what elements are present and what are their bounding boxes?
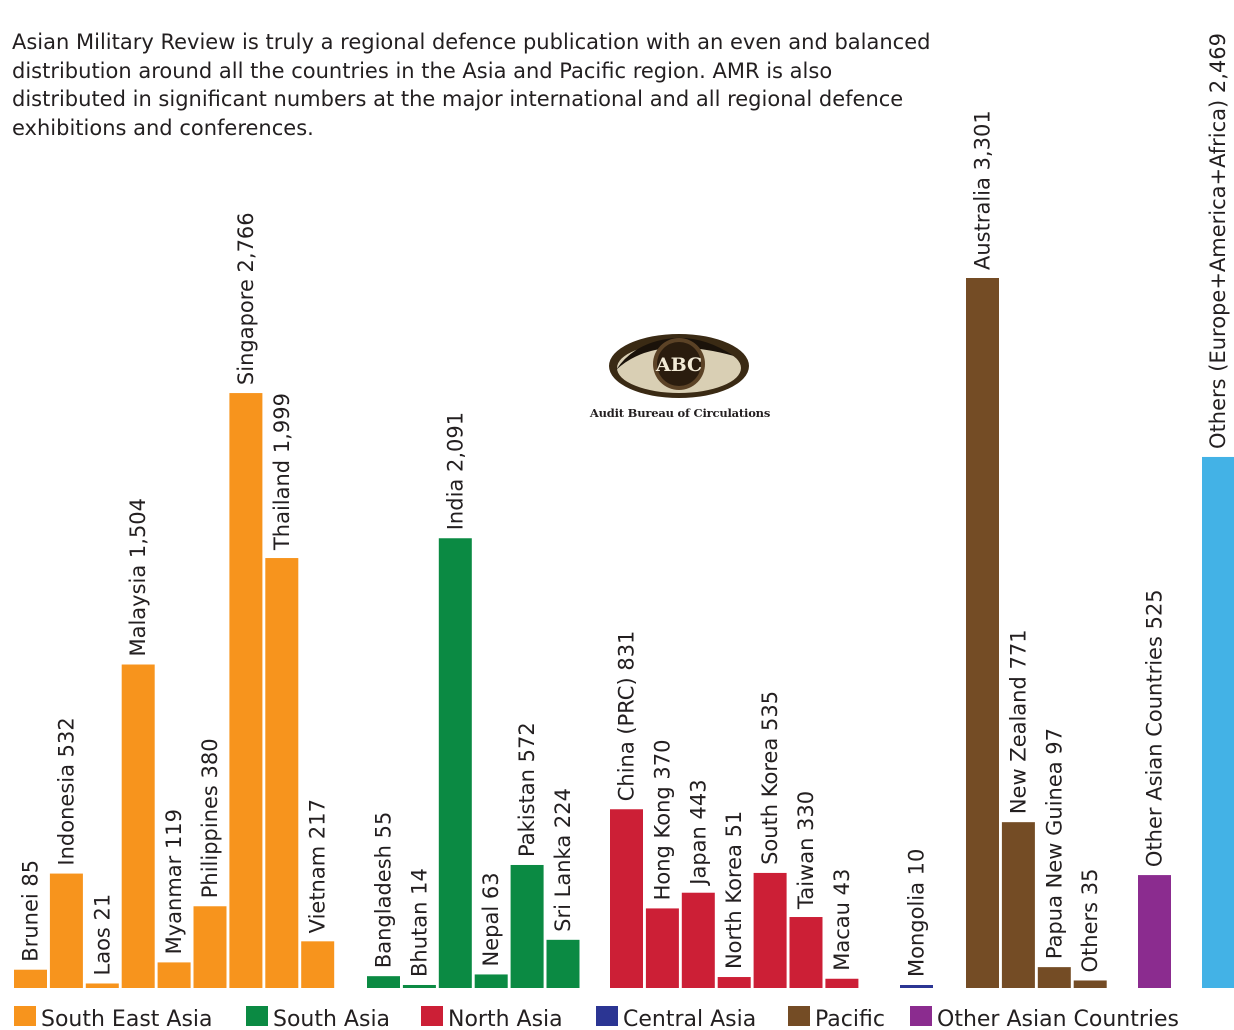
bars-layer bbox=[14, 278, 1234, 989]
bar-label-4-0: Australia 3,301 bbox=[971, 110, 995, 270]
bar-malaysia-0-3 bbox=[121, 664, 155, 988]
bar-mongolia-3-0 bbox=[900, 985, 933, 988]
bar-label-0-4: Myanmar 119 bbox=[162, 809, 186, 954]
legend: South East Asia South Asia North Asia Centr… bbox=[14, 1006, 1179, 1030]
bar-others-4-3 bbox=[1073, 980, 1107, 988]
bar-taiwan-2-5 bbox=[789, 917, 823, 988]
bar-other-5-0 bbox=[1138, 875, 1171, 988]
bar-labels-layer: Brunei 85 Indonesia 532 Laos 21 Malaysia 1,… bbox=[19, 33, 1231, 977]
bar-brunei-0-0 bbox=[14, 969, 47, 988]
bar-china-2-0 bbox=[610, 809, 643, 988]
bar-label-2-3: North Korea 51 bbox=[722, 811, 746, 969]
bar-australia-4-0 bbox=[966, 278, 999, 988]
bar-india-1-2 bbox=[438, 538, 472, 988]
bar-indonesia-0-1 bbox=[49, 873, 83, 988]
abc-logo-icon: ABC bbox=[609, 334, 749, 398]
bar-label-0-2: Laos 21 bbox=[90, 894, 114, 976]
bar-new-4-1 bbox=[1001, 822, 1035, 988]
bar-label-1-3: Nepal 63 bbox=[479, 872, 503, 966]
legend-label-1: South Asia bbox=[273, 1007, 390, 1030]
bar-bangladesh-1-0 bbox=[367, 976, 400, 988]
bar-others-6-0 bbox=[1202, 456, 1234, 988]
legend-swatch-1 bbox=[246, 1006, 268, 1026]
bar-label-4-2: Papua New Guinea 97 bbox=[1042, 728, 1066, 959]
legend-label-2: North Asia bbox=[448, 1007, 563, 1030]
bar-label-2-1: Hong Kong 370 bbox=[650, 739, 674, 900]
bar-label-0-1: Indonesia 532 bbox=[54, 717, 78, 865]
bar-label-1-2: India 2,091 bbox=[443, 412, 467, 530]
abc-logo-mark: ABC bbox=[655, 354, 702, 376]
bar-macau-2-6 bbox=[825, 978, 859, 988]
abc-logo-caption: Audit Bureau of Circulations bbox=[589, 406, 771, 420]
bar-label-1-4: Pakistan 572 bbox=[515, 722, 539, 857]
bar-singapore-0-6 bbox=[229, 393, 263, 989]
bar-label-2-2: Japan 443 bbox=[686, 779, 710, 886]
bar-label-0-5: Philippines 380 bbox=[198, 738, 222, 898]
bar-nepal-1-3 bbox=[474, 974, 508, 988]
legend-swatch-4 bbox=[788, 1006, 810, 1026]
bar-label-0-6: Singapore 2,766 bbox=[234, 212, 258, 385]
bar-philippines-0-5 bbox=[193, 906, 227, 988]
bar-japan-2-2 bbox=[681, 892, 715, 988]
bar-label-2-0: China (PRC) 831 bbox=[615, 631, 639, 802]
bar-label-2-5: Taiwan 330 bbox=[794, 791, 818, 910]
bar-laos-0-2 bbox=[85, 983, 119, 988]
legend-swatch-5 bbox=[910, 1006, 932, 1026]
legend-label-4: Pacific bbox=[815, 1007, 885, 1030]
bar-vietnam-0-8 bbox=[301, 941, 335, 988]
bar-pakistan-1-4 bbox=[510, 864, 544, 988]
bar-label-2-6: Macau 43 bbox=[830, 869, 854, 971]
intro-paragraph: Asian Military Review is truly a regiona… bbox=[12, 30, 931, 140]
bar-thailand-0-7 bbox=[265, 558, 299, 988]
bar-label-0-7: Thailand 1,999 bbox=[270, 393, 294, 551]
bar-label-0-3: Malaysia 1,504 bbox=[126, 498, 150, 657]
bar-label-5-0: Other Asian Countries 525 bbox=[1143, 589, 1167, 867]
bar-label-1-5: Sri Lanka 224 bbox=[551, 788, 575, 932]
bar-bhutan-1-1 bbox=[402, 984, 436, 988]
legend-swatch-2 bbox=[421, 1006, 443, 1026]
legend-swatch-0 bbox=[14, 1006, 36, 1026]
bar-label-6-0: Others (Europe+America+Africa) 2,469 bbox=[1206, 33, 1230, 449]
bar-label-0-8: Vietnam 217 bbox=[306, 799, 330, 933]
legend-label-5: Other Asian Countries bbox=[937, 1007, 1179, 1030]
legend-label-0: South East Asia bbox=[41, 1007, 213, 1030]
bar-label-1-1: Bhutan 14 bbox=[407, 868, 431, 977]
bar-label-1-0: Bangladesh 55 bbox=[372, 812, 396, 969]
bar-label-4-3: Others 35 bbox=[1078, 869, 1102, 973]
bar-hong-2-1 bbox=[645, 908, 679, 988]
bar-label-4-1: New Zealand 771 bbox=[1006, 629, 1030, 814]
bar-label-2-4: South Korea 535 bbox=[758, 691, 782, 865]
bar-label-3-0: Mongolia 10 bbox=[905, 849, 929, 977]
bar-myanmar-0-4 bbox=[157, 962, 191, 988]
bar-sri-1-5 bbox=[546, 939, 580, 988]
legend-label-3: Central Asia bbox=[623, 1007, 756, 1030]
bar-papua-4-2 bbox=[1037, 967, 1071, 988]
bar-north-2-3 bbox=[717, 977, 751, 988]
legend-swatch-3 bbox=[596, 1006, 618, 1026]
bar-south-2-4 bbox=[753, 872, 787, 988]
bar-label-0-0: Brunei 85 bbox=[19, 860, 43, 962]
